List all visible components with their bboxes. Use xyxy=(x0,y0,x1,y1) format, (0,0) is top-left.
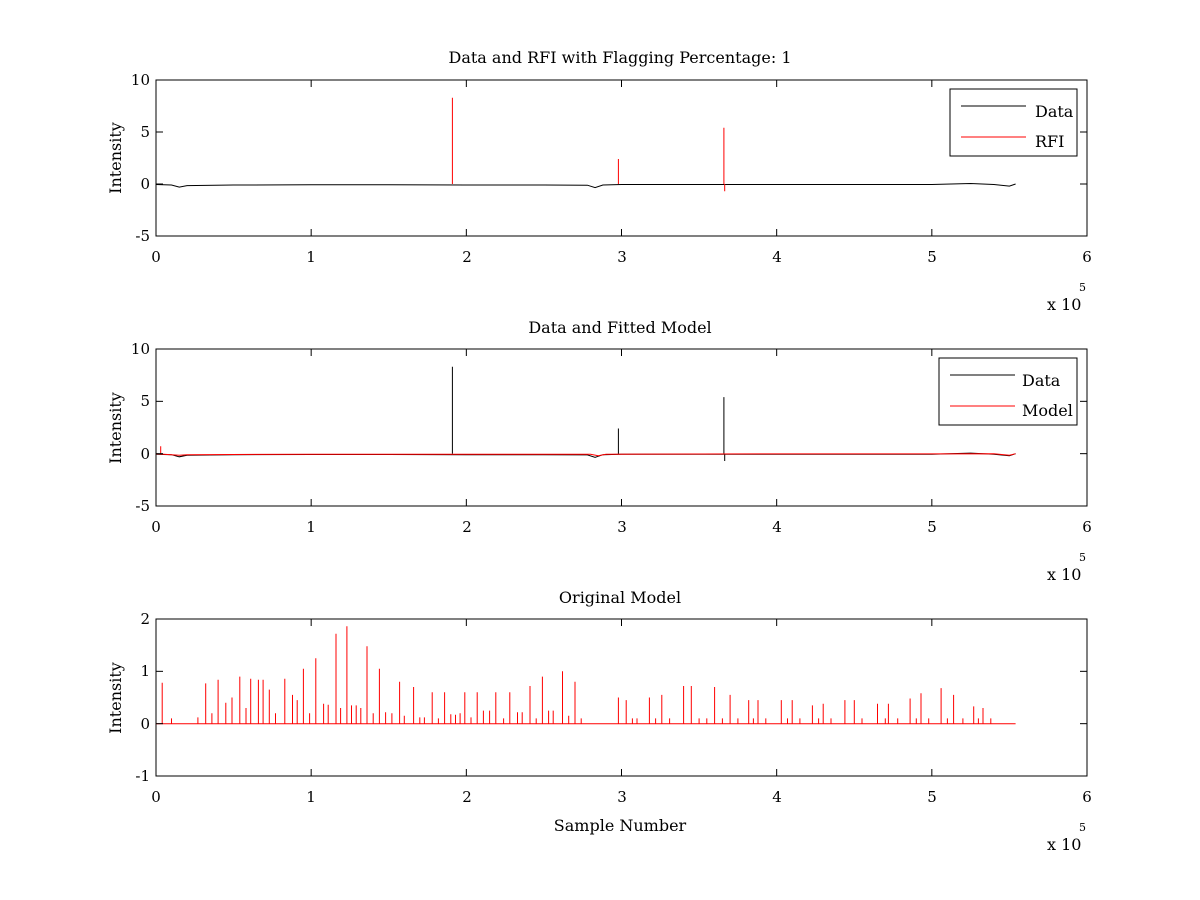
panel-2-legend-label-data: Data xyxy=(1022,371,1061,390)
panel-2-xtick-label: 0 xyxy=(151,518,161,536)
panel-2-xtick-label: 3 xyxy=(617,518,627,536)
panel-2-ytick-label: 0 xyxy=(140,445,150,463)
panel-3-ytick-label: -1 xyxy=(135,767,150,785)
panel-3-ytick-label: 0 xyxy=(140,715,150,733)
panel-2-series-data-line xyxy=(155,366,1016,461)
panel-3-series-original-model-line xyxy=(156,626,1016,725)
panel-3-x-multiplier: x 10 5 xyxy=(1047,821,1086,854)
panel-1-axes-box xyxy=(155,79,1088,237)
panel-2-x-multiplier-exponent: 5 xyxy=(1079,551,1086,564)
panel-3-xtick-label: 0 xyxy=(151,788,161,806)
panel-3-xticks: 0 1 2 3 4 5 6 xyxy=(151,788,1092,806)
panel-3-series-original-model xyxy=(156,626,1016,725)
panel-3-xtick-label: 2 xyxy=(462,788,472,806)
panel-1-xtick-label: 6 xyxy=(1082,248,1092,266)
panel-3-xtick-label: 3 xyxy=(617,788,627,806)
panel-1-plot-area: 0 1 2 3 4 5 6 -5 0 5 10 xyxy=(131,71,1092,266)
panel-1-tick-marks xyxy=(155,79,1088,237)
panel-1-x-multiplier-exponent: 5 xyxy=(1079,281,1086,294)
panel-3-x-multiplier-exponent: 5 xyxy=(1079,821,1086,834)
panel-3-xtick-label: 6 xyxy=(1082,788,1092,806)
panel-2-legend-label-model: Model xyxy=(1022,401,1073,420)
panel-2-series-model-line xyxy=(155,446,1016,457)
panel-1-series-data-line xyxy=(155,182,1016,189)
panel-2-yticks: -5 0 5 10 xyxy=(131,340,150,515)
panel-1-yticks: -5 0 5 10 xyxy=(131,71,150,245)
panel-1-series-rfi-line xyxy=(451,97,726,192)
panel-1-legend-box xyxy=(949,88,1078,157)
panel-1-xtick-label: 5 xyxy=(927,248,937,266)
panel-2-plot-area: 0 1 2 3 4 5 6 -5 0 5 10 xyxy=(131,340,1092,536)
panel-1-xtick-label: 0 xyxy=(151,248,161,266)
panel-1-x-multiplier-base: x 10 xyxy=(1047,295,1081,314)
panel-2-xtick-label: 2 xyxy=(462,518,472,536)
panel-2-xtick-label: 5 xyxy=(927,518,937,536)
panel-3-xtick-label: 4 xyxy=(772,788,782,806)
panel-2-ytick-label: 10 xyxy=(131,340,150,358)
panel-1-xtick-label: 1 xyxy=(306,248,316,266)
panel-3-tick-marks xyxy=(155,618,1088,777)
panel-2-x-multiplier: x 10 5 xyxy=(1047,551,1086,584)
panel-1-ytick-label: 0 xyxy=(140,175,150,193)
panel-2-ylabel: Intensity xyxy=(106,392,125,464)
panel-2-legend-box xyxy=(938,357,1078,426)
panel-1-xticks: 0 1 2 3 4 5 6 xyxy=(151,248,1092,266)
panel-2-xtick-label: 6 xyxy=(1082,518,1092,536)
panel-1-ytick-label: 10 xyxy=(131,71,150,89)
panel-3-xtick-label: 1 xyxy=(306,788,316,806)
panel-2-ytick-label: -5 xyxy=(135,497,150,515)
panel-3-axes-box xyxy=(155,618,1088,777)
panel-3-ylabel: Intensity xyxy=(106,662,125,734)
panel-3-xlabel: Sample Number xyxy=(554,816,687,835)
panel-3-xtick-label: 5 xyxy=(927,788,937,806)
panel-1-xtick-label: 2 xyxy=(462,248,472,266)
panel-1-series-rfi xyxy=(451,97,726,192)
panel-2-series-model xyxy=(155,446,1016,457)
panel-1-legend-label-rfi: RFI xyxy=(1035,132,1064,151)
panel-3-title: Original Model xyxy=(559,588,681,607)
panel-1-ytick-label: 5 xyxy=(140,123,150,141)
panel-1: Data and RFI with Flagging Percentage: 1… xyxy=(106,48,1092,314)
panel-3-x-multiplier-base: x 10 xyxy=(1047,835,1081,854)
panel-2-tick-marks xyxy=(155,348,1088,507)
panel-1-xtick-label: 3 xyxy=(617,248,627,266)
panel-2-series-data xyxy=(155,366,1016,461)
panel-1-x-multiplier: x 10 5 xyxy=(1047,281,1086,314)
panel-1-title: Data and RFI with Flagging Percentage: 1 xyxy=(448,48,791,67)
panel-1-legend: Data RFI xyxy=(949,88,1078,157)
panel-1-ytick-label: -5 xyxy=(135,227,150,245)
panel-2-x-multiplier-base: x 10 xyxy=(1047,565,1081,584)
panel-2-legend: Data Model xyxy=(938,357,1078,426)
panel-1-xtick-label: 4 xyxy=(772,248,782,266)
panel-2-xtick-label: 1 xyxy=(306,518,316,536)
panel-3-ytick-label: 2 xyxy=(140,610,150,628)
panel-3-yticks: -1 0 1 2 xyxy=(135,610,150,785)
panel-3-ytick-label: 1 xyxy=(140,662,150,680)
panel-2-xticks: 0 1 2 3 4 5 6 xyxy=(151,518,1092,536)
panel-2-ytick-label: 5 xyxy=(140,392,150,410)
panel-3: Original Model Intensity 0 1 2 3 4 5 6 -… xyxy=(106,588,1092,854)
panel-2-xtick-label: 4 xyxy=(772,518,782,536)
panel-1-legend-label-data: Data xyxy=(1035,102,1074,121)
panel-3-plot-area: 0 1 2 3 4 5 6 -1 0 1 2 xyxy=(135,610,1091,806)
panel-1-ylabel: Intensity xyxy=(106,122,125,194)
panel-2: Data and Fitted Model Intensity 0 1 2 3 … xyxy=(106,318,1092,584)
panel-2-axes-box xyxy=(155,348,1088,507)
panel-1-series-data xyxy=(155,182,1016,189)
panel-2-title: Data and Fitted Model xyxy=(528,318,711,337)
